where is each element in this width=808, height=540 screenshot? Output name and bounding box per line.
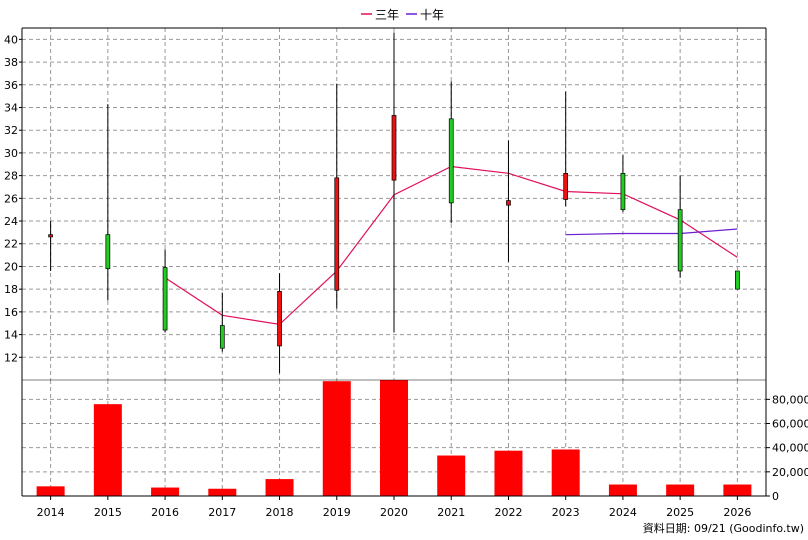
volume-bar bbox=[437, 455, 466, 496]
candle-body bbox=[448, 118, 454, 204]
price-tick-label: 34 bbox=[4, 101, 18, 114]
price-tick-label: 26 bbox=[4, 192, 18, 205]
candle-body bbox=[620, 172, 626, 211]
chart-frame bbox=[21, 27, 767, 497]
price-tick-label: 14 bbox=[4, 329, 18, 342]
candlesticks bbox=[48, 32, 740, 374]
price-y-axis: 12 14 16 18 20 22 24 26 28 30 32 34 36 38 40 bbox=[4, 33, 22, 364]
volume-bar bbox=[608, 484, 637, 496]
legend: 三年 十年 bbox=[361, 8, 444, 22]
price-tick-label: 18 bbox=[4, 283, 18, 296]
x-tick-label: 2016 bbox=[151, 506, 179, 519]
x-tick-label: 2021 bbox=[437, 506, 465, 519]
ma-line-10yr bbox=[565, 228, 738, 236]
x-tick-label: 2026 bbox=[723, 506, 751, 519]
candle-body bbox=[391, 115, 397, 181]
volume-bar bbox=[265, 479, 294, 496]
x-tick-label: 2018 bbox=[266, 506, 294, 519]
price-tick-label: 16 bbox=[4, 306, 18, 319]
legend-3yr-label: 三年 bbox=[375, 8, 399, 22]
volume-tick-label: 0 bbox=[772, 490, 779, 503]
price-tick-label: 20 bbox=[4, 260, 18, 273]
volume-bar bbox=[93, 404, 122, 496]
legend-10yr-label: 十年 bbox=[420, 8, 444, 22]
price-tick-label: 28 bbox=[4, 170, 18, 183]
price-tick-label: 36 bbox=[4, 79, 18, 92]
candle-body bbox=[563, 172, 569, 200]
volume-bar bbox=[380, 380, 408, 496]
price-tick-label: 38 bbox=[4, 56, 18, 69]
candle-body bbox=[677, 209, 683, 272]
volume-bars bbox=[36, 380, 752, 496]
candle-body bbox=[105, 234, 111, 270]
price-tick-label: 24 bbox=[4, 215, 18, 228]
x-tick-label: 2023 bbox=[552, 506, 580, 519]
volume-tick-label: 40,000 bbox=[772, 442, 808, 455]
candle-body bbox=[506, 200, 511, 206]
volume-bar bbox=[322, 381, 351, 496]
year-x-axis: 2014 2015 2016 2017 2018 2019 2020 2021 2022 2023… bbox=[37, 496, 751, 519]
volume-bar bbox=[494, 450, 523, 496]
candle-body bbox=[162, 267, 168, 331]
x-tick-label: 2017 bbox=[208, 506, 236, 519]
x-tick-label: 2019 bbox=[323, 506, 351, 519]
candle-body bbox=[219, 325, 225, 349]
x-tick-label: 2022 bbox=[494, 506, 522, 519]
price-tick-label: 22 bbox=[4, 238, 18, 251]
price-tick-label: 32 bbox=[4, 124, 18, 137]
x-tick-label: 2025 bbox=[666, 506, 694, 519]
price-tick-label: 12 bbox=[4, 351, 18, 364]
candle-body bbox=[735, 270, 740, 290]
price-tick-label: 30 bbox=[4, 147, 18, 160]
volume-tick-label: 80,000 bbox=[772, 393, 808, 406]
footer-data-date: 資料日期: 09/21 (Goodinfo.tw) bbox=[643, 521, 804, 535]
x-tick-label: 2014 bbox=[37, 506, 65, 519]
candle-body bbox=[277, 291, 282, 347]
volume-y-axis: 0 20,000 40,000 60,000 80,000 bbox=[766, 393, 808, 503]
volume-tick-label: 20,000 bbox=[772, 466, 808, 479]
x-tick-label: 2015 bbox=[94, 506, 122, 519]
volume-bar bbox=[208, 488, 237, 496]
candle-body bbox=[48, 234, 53, 238]
volume-bar bbox=[551, 449, 580, 496]
price-tick-label: 40 bbox=[4, 33, 18, 46]
volume-tick-label: 60,000 bbox=[772, 418, 808, 431]
candle-body bbox=[334, 177, 340, 291]
volume-bar bbox=[151, 487, 180, 496]
volume-bar bbox=[36, 486, 65, 496]
x-tick-label: 2024 bbox=[609, 506, 637, 519]
volume-bar bbox=[666, 484, 695, 496]
volume-bar bbox=[723, 484, 752, 496]
x-tick-label: 2020 bbox=[380, 506, 408, 519]
